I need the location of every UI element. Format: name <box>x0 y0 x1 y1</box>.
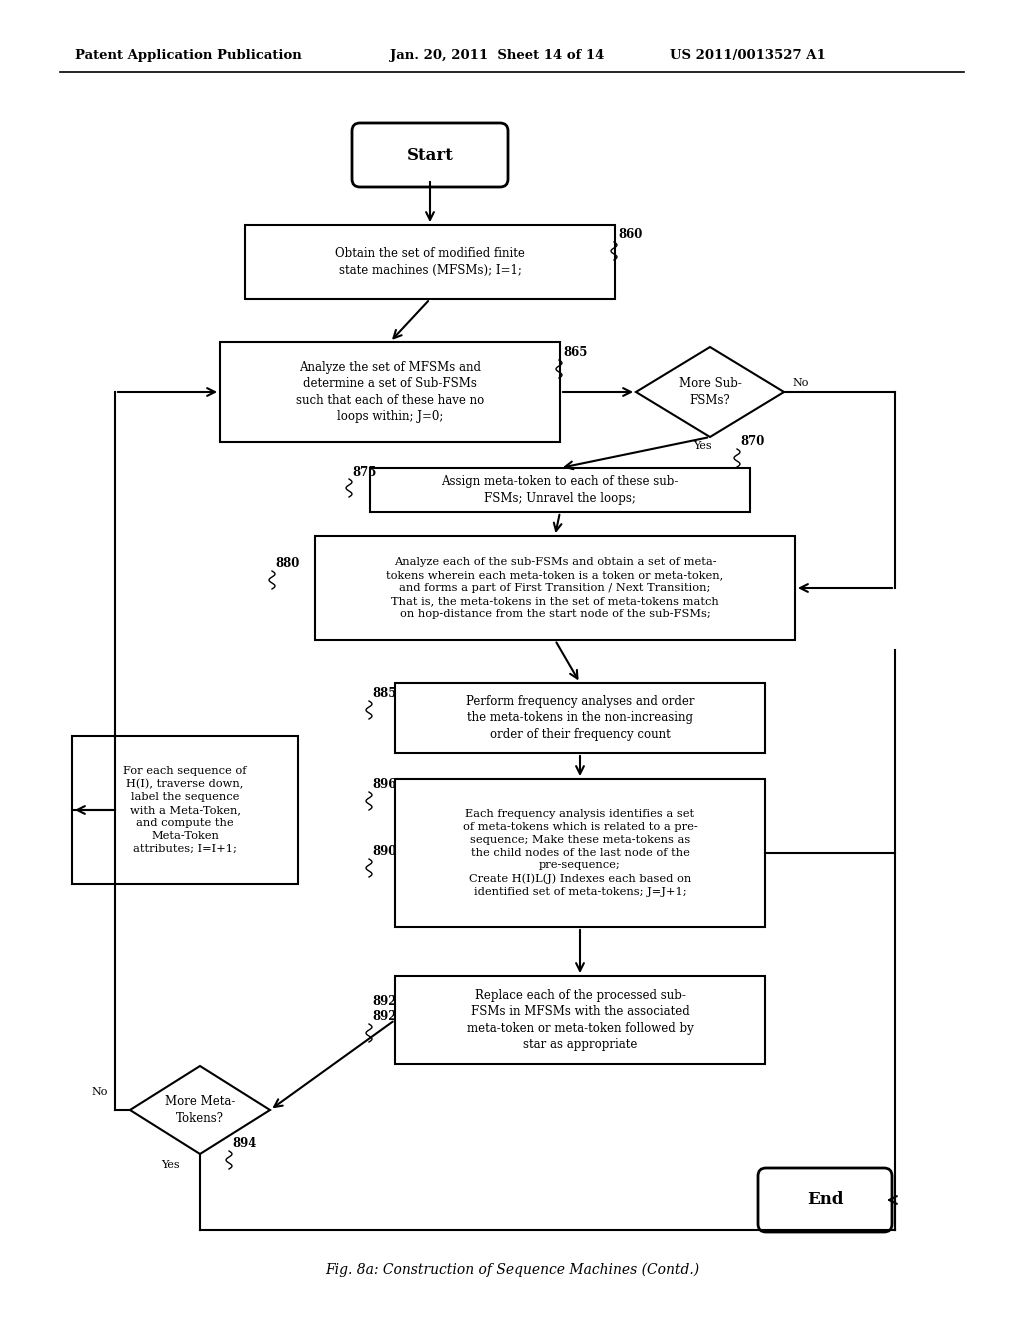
Text: Fig. 8a: Construction of Sequence Machines (Contd.): Fig. 8a: Construction of Sequence Machin… <box>325 1263 699 1278</box>
Text: 875: 875 <box>352 466 377 479</box>
Text: 880: 880 <box>275 557 299 570</box>
FancyBboxPatch shape <box>220 342 560 442</box>
Polygon shape <box>636 347 784 437</box>
Text: No: No <box>792 378 808 388</box>
Text: 890: 890 <box>372 845 396 858</box>
Text: Jan. 20, 2011  Sheet 14 of 14: Jan. 20, 2011 Sheet 14 of 14 <box>390 49 604 62</box>
Text: 885: 885 <box>372 686 396 700</box>
FancyBboxPatch shape <box>758 1168 892 1232</box>
Text: End: End <box>807 1192 843 1209</box>
Text: Start: Start <box>407 147 454 164</box>
Text: Obtain the set of modified finite
state machines (MFSMs); I=1;: Obtain the set of modified finite state … <box>335 247 525 277</box>
Text: For each sequence of
H(I), traverse down,
label the sequence
with a Meta-Token,
: For each sequence of H(I), traverse down… <box>123 767 247 854</box>
Text: Perform frequency analyses and order
the meta-tokens in the non-increasing
order: Perform frequency analyses and order the… <box>466 696 694 741</box>
FancyBboxPatch shape <box>395 975 765 1064</box>
Text: Patent Application Publication: Patent Application Publication <box>75 49 302 62</box>
Text: More Meta-
Tokens?: More Meta- Tokens? <box>165 1096 236 1125</box>
Text: 860: 860 <box>618 228 642 242</box>
Text: Yes: Yes <box>161 1160 179 1170</box>
Text: Analyze the set of MFSMs and
determine a set of Sub-FSMs
such that each of these: Analyze the set of MFSMs and determine a… <box>296 360 484 424</box>
FancyBboxPatch shape <box>352 123 508 187</box>
FancyBboxPatch shape <box>395 682 765 752</box>
FancyBboxPatch shape <box>315 536 795 640</box>
Text: US 2011/0013527 A1: US 2011/0013527 A1 <box>670 49 825 62</box>
Polygon shape <box>130 1067 270 1154</box>
Text: 892: 892 <box>372 995 396 1008</box>
FancyBboxPatch shape <box>370 469 750 512</box>
Text: Replace each of the processed sub-
FSMs in MFSMs with the associated
meta-token : Replace each of the processed sub- FSMs … <box>467 989 693 1051</box>
FancyBboxPatch shape <box>395 779 765 927</box>
Text: No: No <box>92 1086 109 1097</box>
Text: 894: 894 <box>232 1137 256 1150</box>
FancyBboxPatch shape <box>72 737 298 884</box>
Text: Yes: Yes <box>692 441 712 451</box>
Text: Assign meta-token to each of these sub-
FSMs; Unravel the loops;: Assign meta-token to each of these sub- … <box>441 475 679 504</box>
Text: 870: 870 <box>740 436 764 447</box>
Text: More Sub-
FSMs?: More Sub- FSMs? <box>679 378 741 407</box>
Text: Analyze each of the sub-FSMs and obtain a set of meta-
tokens wherein each meta-: Analyze each of the sub-FSMs and obtain … <box>386 557 724 619</box>
Text: 896: 896 <box>372 777 396 791</box>
Text: 892: 892 <box>372 1010 396 1023</box>
FancyBboxPatch shape <box>245 224 615 300</box>
Text: Each frequency analysis identifies a set
of meta-tokens which is related to a pr: Each frequency analysis identifies a set… <box>463 809 697 896</box>
Text: 865: 865 <box>563 346 588 359</box>
